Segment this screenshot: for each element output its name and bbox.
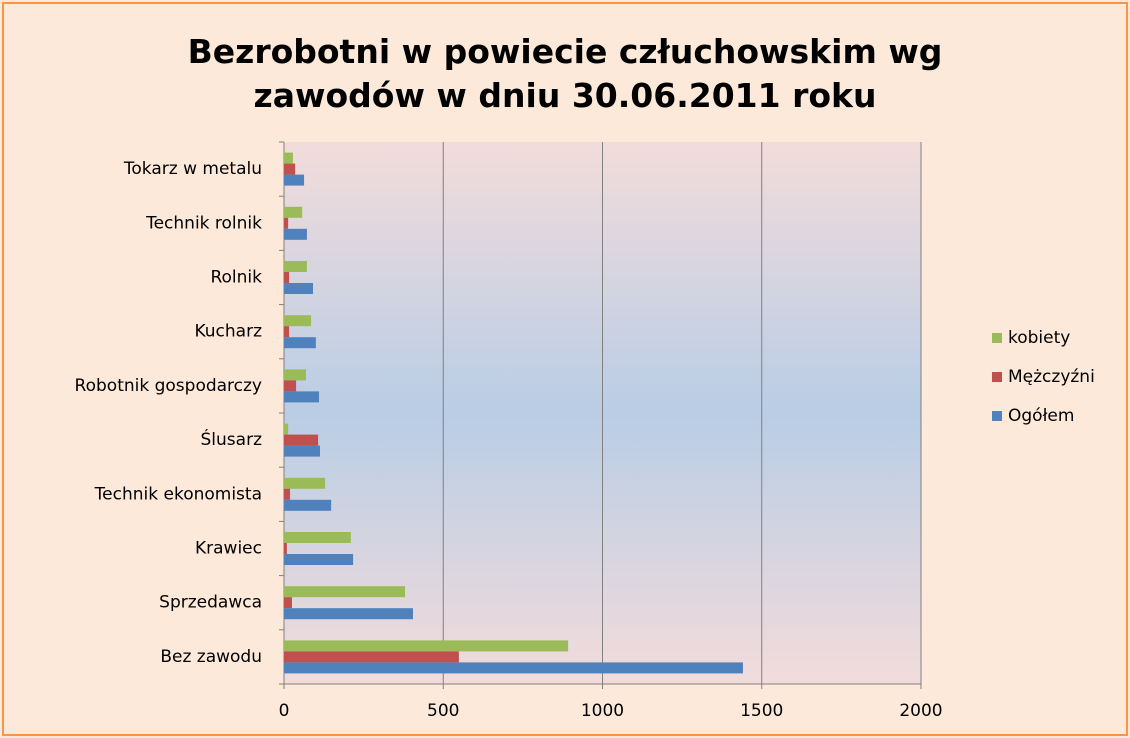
- bar: [284, 423, 289, 435]
- y-tick-label: Bez zawodu: [160, 647, 262, 667]
- x-tick-label: 1500: [740, 701, 783, 721]
- bar: [284, 608, 413, 620]
- bar: [284, 586, 406, 598]
- legend-swatch: [992, 372, 1002, 382]
- legend-label: Ogółem: [1008, 406, 1074, 426]
- y-tick-label: Krawiec: [195, 539, 262, 559]
- bar: [284, 543, 287, 554]
- x-tick-label: 2000: [899, 701, 942, 721]
- legend-swatch: [992, 411, 1002, 421]
- bar: [284, 477, 326, 489]
- chart-title: Bezrobotni w powiecie człuchowskim wg za…: [187, 32, 943, 115]
- bar: [284, 532, 351, 543]
- x-tick-label: 0: [279, 701, 290, 721]
- bar: [284, 272, 290, 283]
- bar: [284, 337, 316, 349]
- bar: [284, 651, 459, 663]
- bar: [284, 228, 307, 240]
- y-tick-label: Tokarz w metalu: [123, 159, 262, 179]
- bar: [284, 445, 320, 457]
- bar: [284, 369, 306, 381]
- bar: [284, 434, 319, 446]
- bar: [284, 391, 320, 403]
- bar: [284, 283, 313, 294]
- x-tick-label: 500: [427, 701, 459, 721]
- y-tick-label: Robotnik gospodarczy: [75, 376, 262, 396]
- bar: [284, 597, 292, 609]
- y-tick-label: Rolnik: [210, 268, 262, 288]
- x-tick-label: 1000: [581, 701, 624, 721]
- y-tick-label: Technik rolnik: [145, 213, 262, 233]
- bar: [284, 152, 293, 164]
- bar: [284, 640, 569, 652]
- legend-label: Mężczyźni: [1008, 367, 1095, 387]
- bar: [284, 174, 305, 186]
- bar: [284, 499, 332, 511]
- legend-label: kobiety: [1008, 328, 1070, 348]
- bar: [284, 554, 354, 565]
- bar: [284, 217, 289, 229]
- y-tick-label: Ślusarz: [201, 428, 263, 450]
- legend-swatch: [992, 333, 1002, 343]
- bar: [284, 206, 303, 218]
- bar: [284, 380, 297, 392]
- y-tick-label: Technik ekonomista: [94, 484, 262, 504]
- y-tick-label: Kucharz: [194, 322, 262, 342]
- bar: [284, 488, 291, 500]
- bar: [284, 163, 296, 175]
- bar: [284, 662, 743, 674]
- bar: [284, 326, 290, 338]
- bar: [284, 315, 312, 327]
- y-tick-label: Sprzedawca: [159, 593, 262, 613]
- bar: [284, 261, 307, 272]
